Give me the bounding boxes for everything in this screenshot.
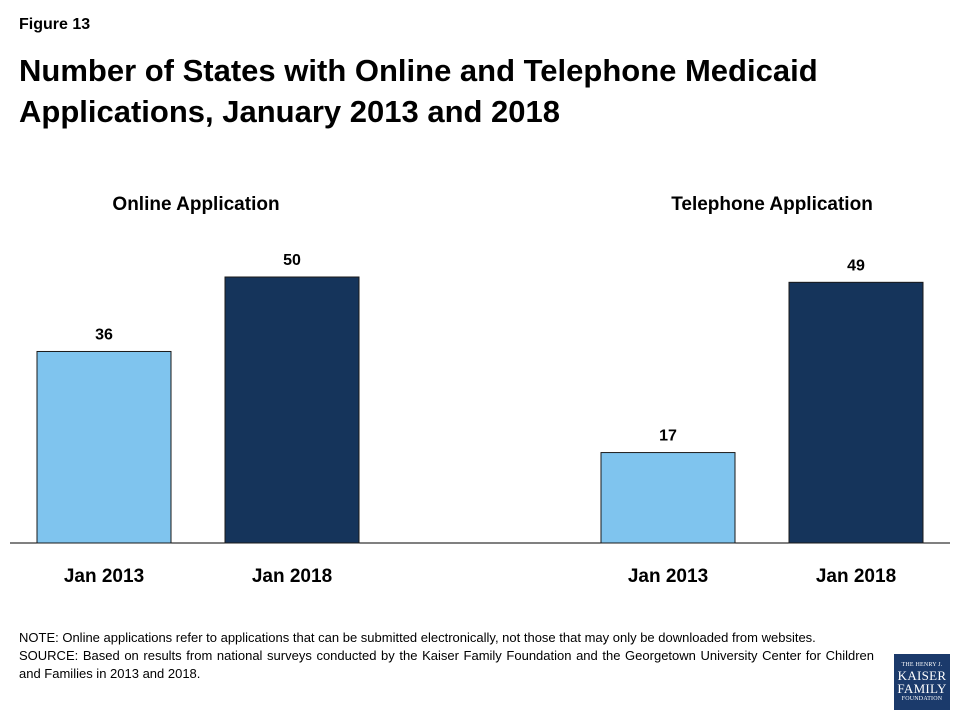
logo-line-1: THE HENRY J. xyxy=(901,662,943,668)
logo-line-4: FOUNDATION xyxy=(901,696,943,702)
bar xyxy=(788,281,924,544)
group-title: Telephone Application xyxy=(671,194,873,215)
logo-line-2: KAISER xyxy=(897,668,947,683)
bar xyxy=(600,452,736,544)
bar-chart: Online Application 36 Jan 2013 50 Jan 2018 Te… xyxy=(10,194,950,587)
note-text: NOTE: Online applications refer to appli… xyxy=(19,630,816,645)
figure-label: Figure 13 xyxy=(19,16,91,33)
source-text: SOURCE: Based on results from national s… xyxy=(19,648,874,681)
category-label: Jan 2013 xyxy=(64,566,144,587)
data-label: 17 xyxy=(659,428,677,445)
chart-notes: NOTE: Online applications refer to appli… xyxy=(19,629,874,683)
category-label: Jan 2013 xyxy=(628,566,708,587)
chart-title: Number of States with Online and Telepho… xyxy=(19,53,818,129)
category-label: Jan 2018 xyxy=(816,566,896,587)
bar xyxy=(224,276,360,544)
category-label: Jan 2018 xyxy=(252,566,332,587)
data-label: 36 xyxy=(95,326,113,343)
kff-logo: THE HENRY J. KAISER FAMILY FOUNDATION xyxy=(894,654,950,710)
bar xyxy=(36,350,172,544)
data-label: 49 xyxy=(847,257,865,274)
logo-line-3: FAMILY xyxy=(897,681,947,696)
group-title: Online Application xyxy=(112,194,279,215)
data-label: 50 xyxy=(283,252,301,269)
